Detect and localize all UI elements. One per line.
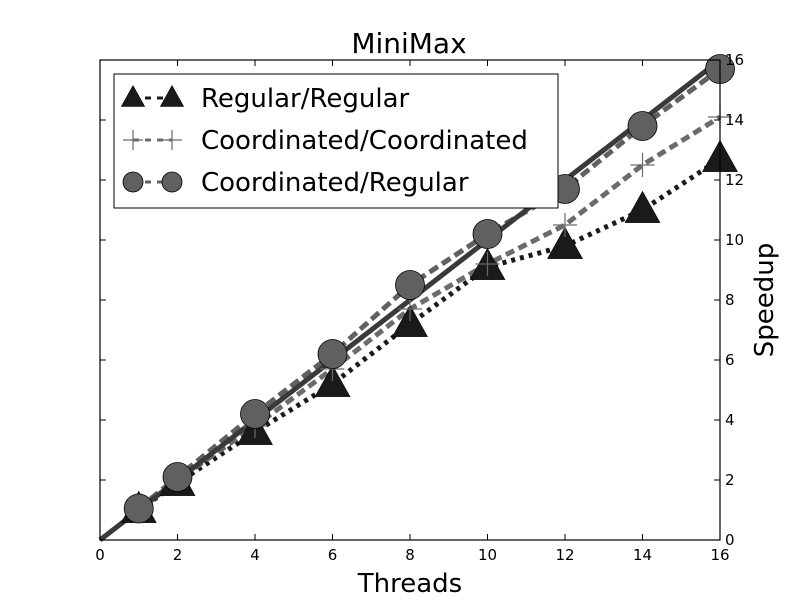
series-2-point	[398, 297, 422, 321]
x-tick-label: 4	[250, 546, 260, 564]
legend-label-1: Regular/Regular	[201, 84, 410, 114]
legend-marker-2	[162, 130, 182, 150]
y-axis-label: Speedup	[750, 243, 780, 358]
series-2-point	[475, 252, 500, 276]
y-tick-label: 0	[725, 531, 735, 549]
series-3-point	[123, 493, 154, 524]
series-2-point	[630, 153, 655, 177]
series-3-point	[317, 339, 348, 369]
y-tick-label: 4	[725, 411, 735, 429]
y-tick-label: 10	[725, 231, 744, 249]
x-axis: 0 2 4 6 8 10 12 14 16	[95, 60, 730, 564]
x-tick-label: 0	[95, 546, 105, 564]
x-tick-label: 16	[710, 546, 729, 564]
x-axis-label: Threads	[357, 569, 462, 599]
y-axis: 0 2 4 6 8 10 12 14 16	[100, 51, 744, 549]
series-3-point	[162, 462, 193, 492]
chart-title: MiniMax	[351, 27, 466, 60]
x-tick-label: 8	[405, 546, 415, 564]
series-3-point	[627, 111, 658, 141]
legend-marker-1	[159, 84, 185, 107]
x-tick-label: 12	[555, 546, 574, 564]
y-tick-label: 12	[725, 171, 744, 189]
series-2-point	[553, 213, 577, 237]
legend-box	[113, 73, 559, 209]
y-tick-label: 14	[725, 111, 744, 129]
series-3-point	[240, 399, 270, 429]
series-1-point	[547, 226, 583, 259]
x-tick-label: 14	[633, 546, 652, 564]
plot-area	[98, 54, 738, 542]
legend-marker-2	[123, 130, 143, 150]
legend-label-2: Coordinated/Coordinated	[201, 126, 528, 156]
legend-marker-3	[122, 171, 144, 193]
y-tick-label: 6	[725, 351, 735, 369]
series-1-point	[624, 190, 661, 223]
y-tick-label: 16	[725, 51, 744, 69]
x-tick-label: 6	[328, 546, 338, 564]
legend-marker-1	[120, 84, 146, 107]
legend-label-3: Coordinated/Regular	[201, 168, 469, 198]
y-tick-label: 8	[725, 291, 735, 309]
legend: Regular/Regular Coordinated/Coordinated Co…	[113, 73, 559, 209]
x-tick-label: 2	[173, 546, 183, 564]
series-3-point	[472, 219, 503, 249]
legend-marker-3	[161, 171, 183, 193]
x-tick-label: 10	[478, 546, 497, 564]
y-tick-label: 2	[725, 471, 735, 489]
series-3-point	[395, 270, 425, 300]
